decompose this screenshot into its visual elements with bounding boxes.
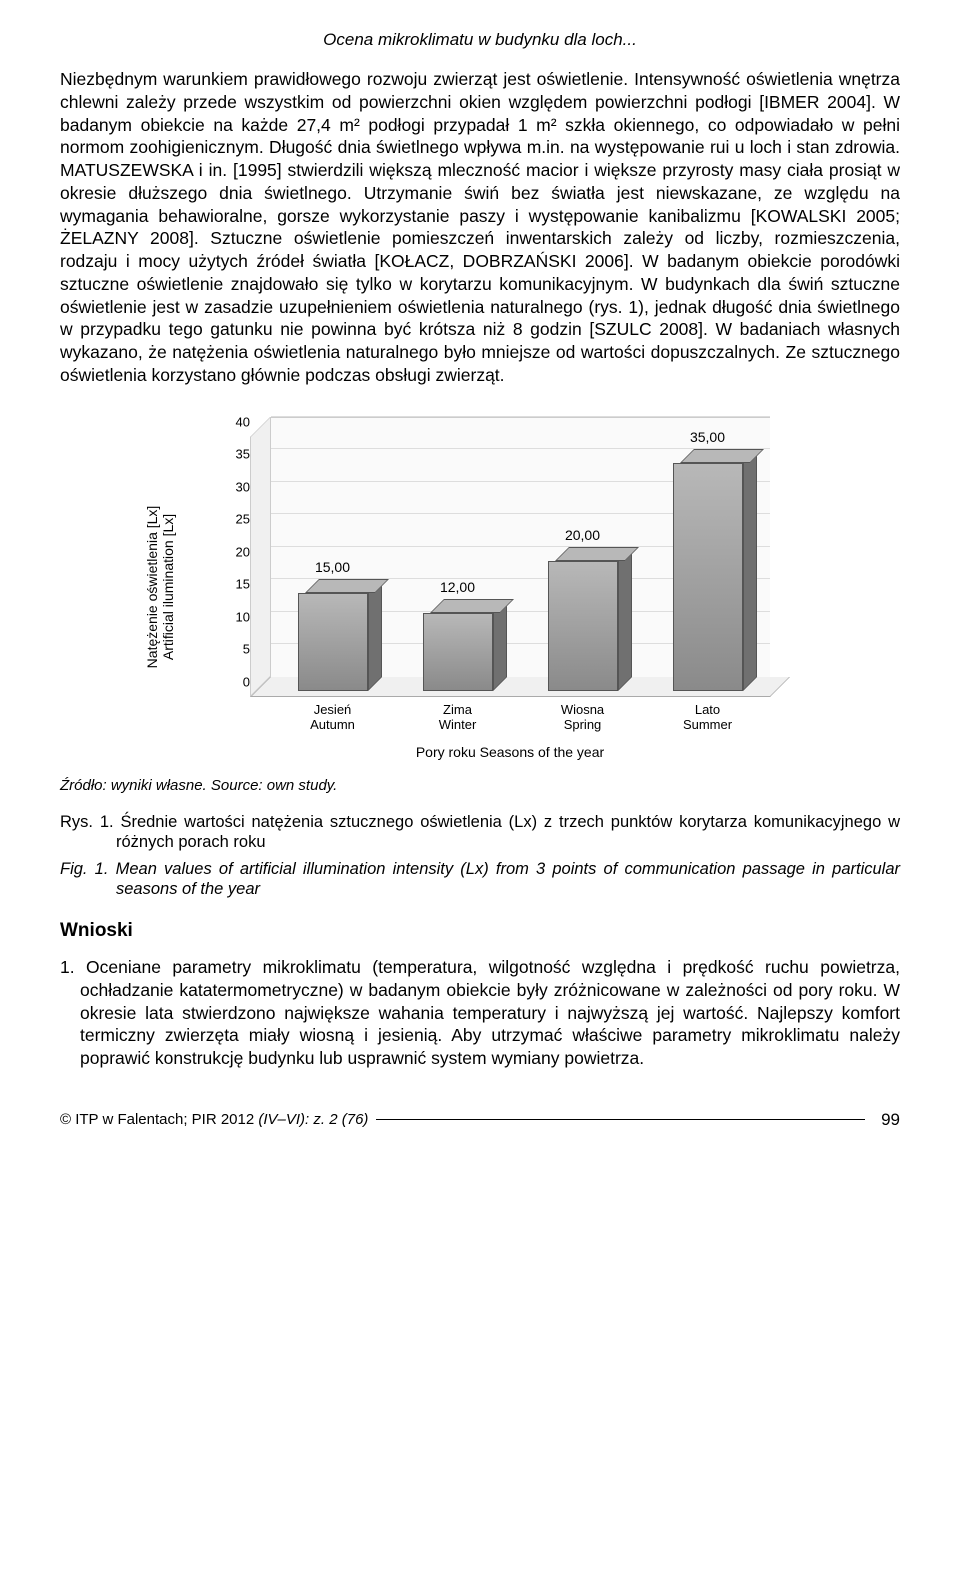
main-paragraph: Niezbędnym warunkiem prawidłowego rozwoj… <box>60 68 900 387</box>
bar: 20,00 <box>548 541 618 691</box>
conclusions-heading: Wnioski <box>60 920 900 942</box>
y-tick: 5 <box>222 642 250 657</box>
bar: 15,00 <box>298 573 368 691</box>
y-tick: 0 <box>222 674 250 689</box>
chart-plot-area: 15,00 12,00 20,00 35,00 <box>250 417 770 697</box>
y-tick: 15 <box>222 577 250 592</box>
y-axis-label: Natężenie oświetlenia [Lx] Artificial il… <box>144 457 176 717</box>
bar: 35,00 <box>673 443 743 691</box>
y-tick: 40 <box>222 414 250 429</box>
footer-rule <box>376 1119 865 1120</box>
y-tick: 25 <box>222 512 250 527</box>
page-footer: © ITP w Falentach; PIR 2012 (IV–VI): z. … <box>60 1110 900 1130</box>
x-axis-title: Pory roku Seasons of the year <box>250 744 770 760</box>
footer-issue: (IV–VI): z. 2 (76) <box>258 1111 368 1128</box>
y-tick: 10 <box>222 609 250 624</box>
bar-value-label: 15,00 <box>288 559 378 575</box>
chart-side-wall <box>250 417 270 697</box>
source-line: Źródło: wyniki własne. Source: own study… <box>60 777 900 794</box>
x-category-label: WiosnaSpring <box>533 702 633 733</box>
bar-value-label: 35,00 <box>663 429 753 445</box>
bar-chart: Natężenie oświetlenia [Lx] Artificial il… <box>170 407 790 767</box>
y-tick: 30 <box>222 479 250 494</box>
grid-line <box>271 416 770 417</box>
bar-value-label: 20,00 <box>538 527 628 543</box>
bar-value-label: 12,00 <box>413 579 503 595</box>
y-tick: 20 <box>222 544 250 559</box>
page-number: 99 <box>881 1110 900 1130</box>
y-axis-ticks: 0 5 10 15 20 25 30 35 40 <box>220 417 250 697</box>
x-category-label: JesieńAutumn <box>283 702 383 733</box>
conclusion-item-1: 1. Oceniane parametry mikroklimatu (temp… <box>60 956 900 1070</box>
footer-copyright: © ITP w Falentach; PIR 2012 <box>60 1111 254 1128</box>
x-category-label: LatoSummer <box>658 702 758 733</box>
figure-caption-en: Fig. 1. Mean values of artificial illumi… <box>60 859 900 900</box>
y-tick: 35 <box>222 447 250 462</box>
x-category-label: ZimaWinter <box>408 702 508 733</box>
running-title: Ocena mikroklimatu w budynku dla loch... <box>60 30 900 50</box>
bar: 12,00 <box>423 593 493 691</box>
figure-caption-pl: Rys. 1. Średnie wartości natężenia sztuc… <box>60 812 900 853</box>
